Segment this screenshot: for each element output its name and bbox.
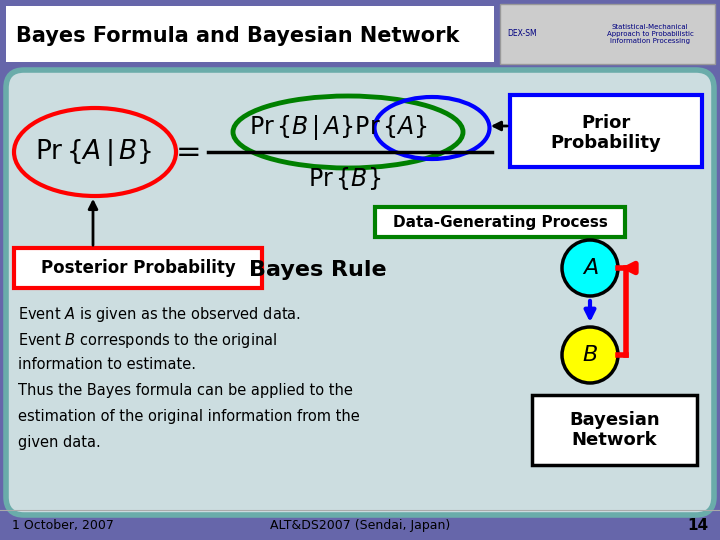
Text: Posterior Probability: Posterior Probability xyxy=(40,259,235,277)
Circle shape xyxy=(562,327,618,383)
Text: $\Pr\{B\}$: $\Pr\{B\}$ xyxy=(308,165,382,192)
FancyBboxPatch shape xyxy=(6,6,494,62)
Text: information to estimate.: information to estimate. xyxy=(18,357,196,372)
FancyBboxPatch shape xyxy=(532,395,697,465)
FancyBboxPatch shape xyxy=(500,4,715,64)
Text: 14: 14 xyxy=(687,517,708,532)
Text: Event $A$ is given as the observed data.: Event $A$ is given as the observed data. xyxy=(18,305,301,324)
FancyBboxPatch shape xyxy=(14,248,262,288)
Text: Bayes Rule: Bayes Rule xyxy=(249,260,387,280)
Text: DEX-SM: DEX-SM xyxy=(507,30,537,38)
Text: $A$: $A$ xyxy=(582,258,598,278)
Text: Thus the Bayes formula can be applied to the: Thus the Bayes formula can be applied to… xyxy=(18,383,353,398)
Text: 1 October, 2007: 1 October, 2007 xyxy=(12,518,114,531)
Text: Statistical-Mechanical
Approach to Probabilistic
Information Processing: Statistical-Mechanical Approach to Proba… xyxy=(606,24,693,44)
Text: $\Pr\{B\,|\,A\}\Pr\{A\}$: $\Pr\{B\,|\,A\}\Pr\{A\}$ xyxy=(248,113,428,143)
FancyBboxPatch shape xyxy=(0,0,720,68)
FancyBboxPatch shape xyxy=(6,70,714,515)
Text: Event $B$ corresponds to the original: Event $B$ corresponds to the original xyxy=(18,331,277,350)
Text: $=$: $=$ xyxy=(170,136,200,165)
Text: $\Pr\{A\,|\,B\}$: $\Pr\{A\,|\,B\}$ xyxy=(35,138,151,168)
Text: Data-Generating Process: Data-Generating Process xyxy=(392,214,608,230)
FancyBboxPatch shape xyxy=(510,95,702,167)
Text: Bayesian
Network: Bayesian Network xyxy=(570,410,660,449)
Text: $B$: $B$ xyxy=(582,345,598,365)
Text: estimation of the original information from the: estimation of the original information f… xyxy=(18,409,360,424)
FancyBboxPatch shape xyxy=(375,207,625,237)
Text: ALT&DS2007 (Sendai, Japan): ALT&DS2007 (Sendai, Japan) xyxy=(270,518,450,531)
Circle shape xyxy=(562,240,618,296)
Text: Bayes Formula and Bayesian Network: Bayes Formula and Bayesian Network xyxy=(16,26,459,46)
Text: given data.: given data. xyxy=(18,435,101,450)
Text: Prior
Probability: Prior Probability xyxy=(551,113,662,152)
